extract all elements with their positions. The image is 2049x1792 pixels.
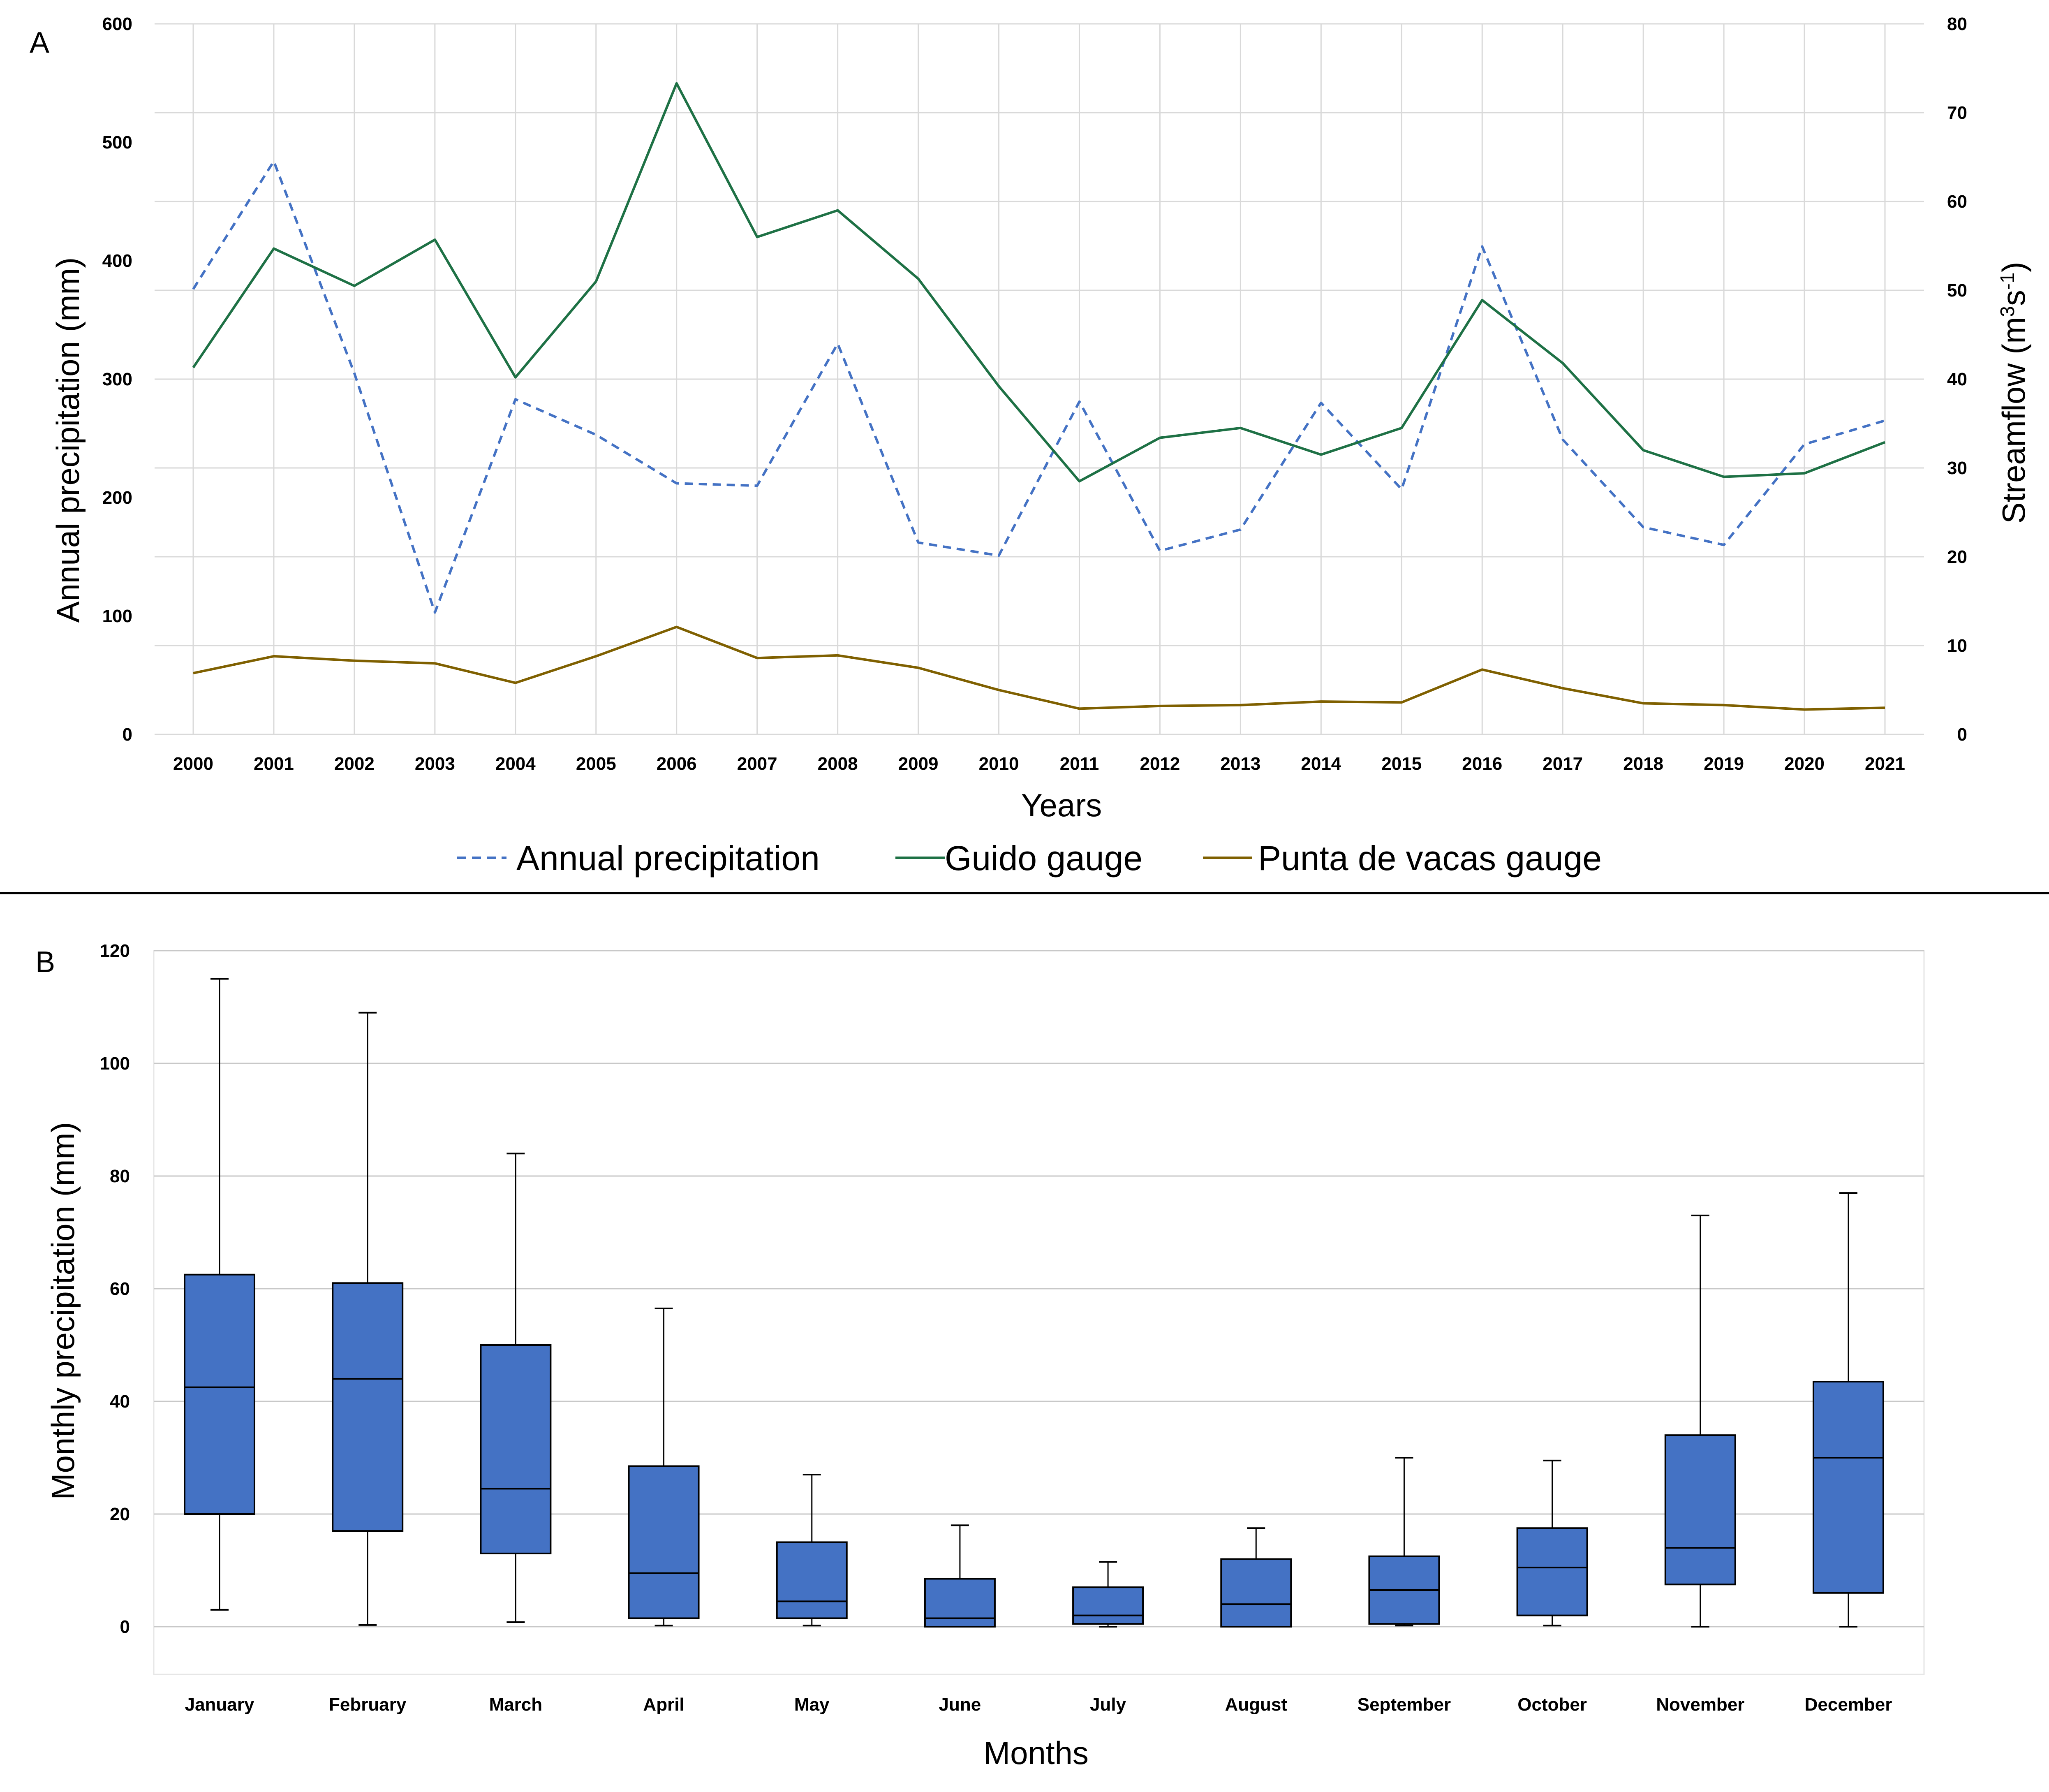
panel-a-letter: A <box>30 26 49 59</box>
box-october <box>1516 1527 1588 1616</box>
panel-b-x-tick-label: June <box>939 1695 981 1715</box>
panel-a-right-tick-label: 60 <box>1947 192 1967 212</box>
box-november <box>1664 1434 1736 1586</box>
panel-b-y-tick-label: 80 <box>110 1166 130 1186</box>
panel-b-y-tick-label: 40 <box>110 1391 130 1412</box>
box-june <box>924 1578 996 1628</box>
panel-b-letter: B <box>35 946 55 979</box>
legend-label-punta-de-vacas-gauge: Punta de vacas gauge <box>1258 839 1602 877</box>
box-july <box>1072 1586 1144 1625</box>
panel-b-x-tick-label: March <box>489 1695 543 1715</box>
series-line-guido-gauge <box>192 82 1886 483</box>
panel-a-left-tick-label: 600 <box>102 14 132 34</box>
panel-b-x-tick-label: January <box>185 1695 254 1715</box>
panel-a-x-tick-label: 2001 <box>254 754 294 774</box>
panel-a-right-tick-label: 70 <box>1947 103 1967 123</box>
panel-a-x-tick-label: 2012 <box>1140 754 1180 774</box>
panel-a-left-axis-title: Annual precipitation (mm) <box>50 257 86 623</box>
panel-b-gridlines <box>154 950 1924 1628</box>
panel-b-x-axis-title: Months <box>983 1735 1089 1771</box>
panel-b-y-tick-label: 0 <box>120 1617 130 1637</box>
panel-a-x-tick-label: 2011 <box>1060 754 1099 774</box>
box-january <box>184 1273 255 1515</box>
panel-a-x-tick-label: 2000 <box>173 754 213 774</box>
panel-a-x-tick-label: 2009 <box>898 754 939 774</box>
panel-b-x-tick-label: April <box>643 1695 684 1715</box>
panel-b-x-tick-label: July <box>1090 1695 1126 1715</box>
panel-b-x-tick-label: October <box>1517 1695 1587 1715</box>
panel-a-x-tick-label: 2004 <box>495 754 536 774</box>
panel-a-x-tick-label: 2015 <box>1381 754 1422 774</box>
panel-a-x-tick-label: 2006 <box>657 754 697 774</box>
panel-b-y-tick-label: 60 <box>110 1279 130 1299</box>
panel-b-y-tick-label: 120 <box>100 941 130 961</box>
box-december <box>1813 1381 1884 1594</box>
panel-a-x-tick-label: 2010 <box>979 754 1019 774</box>
panel-b: B 0 20 40 60 80 100 120 January February March Ap… <box>35 941 1925 1771</box>
panel-a-series-lines <box>192 82 1886 711</box>
panel-a-left-tick-label: 0 <box>123 725 132 745</box>
legend-label-guido-gauge: Guido gauge <box>945 839 1142 877</box>
panel-a-x-axis-ticks: 2000 2001 2002 2003 2004 2005 2006 2007 2008 2009… <box>173 754 1905 774</box>
panel-a-legend: Annual precipitation Guido gauge Punta d… <box>457 839 1602 877</box>
panel-a-x-tick-label: 2008 <box>818 754 858 774</box>
panel-b-y-axis-title: Monthly precipitation (mm) <box>45 1122 81 1500</box>
panel-a-right-tick-label: 20 <box>1947 547 1967 567</box>
panel-a-left-tick-label: 400 <box>102 251 132 271</box>
panel-a-left-tick-label: 100 <box>102 606 132 626</box>
box-august <box>1220 1558 1292 1628</box>
legend-label-annual-precipitation: Annual precipitation <box>516 839 820 877</box>
panel-a-x-tick-label: 2014 <box>1301 754 1341 774</box>
panel-b-y-axis-ticks: 0 20 40 60 80 100 120 <box>100 941 130 1637</box>
panel-a-x-tick-label: 2005 <box>576 754 616 774</box>
panel-b-x-tick-label: November <box>1656 1695 1744 1715</box>
series-line-punta-de-vacas-gauge <box>193 625 1885 711</box>
panel-a-right-axis-ticks: 0 10 20 30 40 50 60 70 80 <box>1947 14 1967 745</box>
panel-a-right-tick-label: 50 <box>1947 280 1967 301</box>
panel-b-y-tick-label: 100 <box>100 1053 130 1074</box>
panel-a-right-tick-label: 30 <box>1947 458 1967 478</box>
panel-a-left-axis-ticks: 0 100 200 300 400 500 600 <box>102 14 132 745</box>
panel-a-left-tick-label: 500 <box>102 132 132 153</box>
panel-a-left-tick-label: 200 <box>102 488 132 508</box>
panel-b-x-tick-label: August <box>1225 1695 1288 1715</box>
panel-a-x-tick-label: 2018 <box>1623 754 1663 774</box>
panel-a-x-tick-label: 2021 <box>1865 754 1905 774</box>
panel-a-x-tick-label: 2007 <box>737 754 777 774</box>
panel-a-left-tick-label: 300 <box>102 369 132 389</box>
panel-a-x-tick-label: 2002 <box>334 754 375 774</box>
panel-a-x-tick-label: 2020 <box>1784 754 1825 774</box>
panel-a-x-tick-label: 2003 <box>415 754 455 774</box>
box-march <box>480 1344 552 1554</box>
panel-a-right-tick-label: 40 <box>1947 369 1967 389</box>
panel-b-y-tick-label: 20 <box>110 1504 130 1524</box>
box-april <box>628 1465 700 1619</box>
panel-b-x-tick-label: May <box>794 1695 830 1715</box>
panel-a-x-tick-label: 2013 <box>1220 754 1260 774</box>
panel-a-x-tick-label: 2016 <box>1462 754 1502 774</box>
panel-a-x-tick-label: 2017 <box>1543 754 1583 774</box>
box-february <box>332 1282 404 1532</box>
panel-a-x-tick-label: 2019 <box>1704 754 1744 774</box>
panel-a-right-tick-label: 0 <box>1957 725 1967 745</box>
panel-a-right-axis-title: Streamflow (m3s-1) <box>1996 262 2032 523</box>
panel-b-boxplots <box>184 978 1884 1628</box>
panel-b-x-tick-label: February <box>329 1695 407 1715</box>
panel-b-x-axis-ticks: January February March April May June July Augu… <box>185 1695 1892 1715</box>
panel-a-right-tick-label: 10 <box>1947 636 1967 656</box>
panel-b-x-tick-label: December <box>1805 1695 1892 1715</box>
panel-b-x-tick-label: September <box>1358 1695 1451 1715</box>
series-line-annual-precipitation <box>192 160 1885 614</box>
panel-a-right-tick-label: 80 <box>1947 14 1967 34</box>
panel-a-x-axis-title: Years <box>1021 787 1102 823</box>
box-may <box>776 1541 848 1619</box>
panel-a-gridlines <box>155 23 1924 735</box>
